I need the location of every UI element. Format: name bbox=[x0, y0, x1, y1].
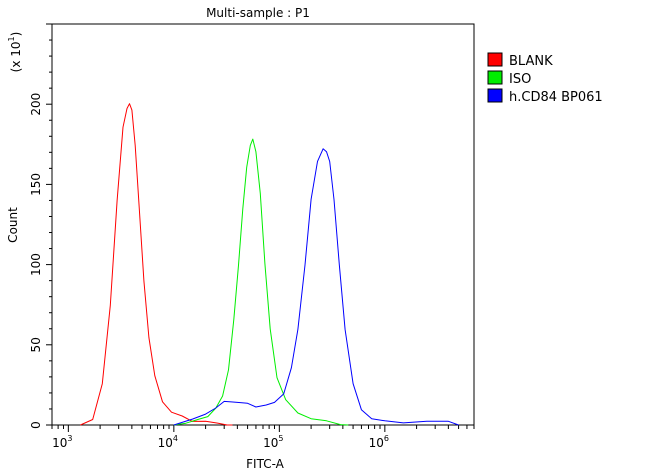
x-tick-label: 103 bbox=[52, 434, 72, 450]
x-tick-label: 104 bbox=[158, 434, 178, 450]
y-tick-label: 100 bbox=[29, 253, 43, 276]
x-axis-label: FITC-A bbox=[246, 457, 285, 471]
y-axis: 0 50 100 150 200 bbox=[29, 23, 52, 429]
legend-swatch bbox=[487, 70, 503, 85]
chart-title: Multi-sample : P1 bbox=[206, 6, 310, 20]
y-multiplier-base: x 10 bbox=[9, 41, 23, 67]
svg-text:(x 101): (x 101) bbox=[7, 32, 23, 73]
x-tick-label: 106 bbox=[369, 434, 389, 450]
x-tick-label: 105 bbox=[263, 434, 283, 450]
series-group bbox=[80, 103, 459, 426]
y-tick-label: 0 bbox=[29, 421, 43, 429]
legend: BLANK ISO h.CD84 BP061 bbox=[487, 52, 603, 105]
series-line-1 bbox=[80, 103, 233, 426]
y-axis-label: Count bbox=[6, 207, 20, 243]
y-tick-label: 150 bbox=[29, 173, 43, 196]
y-tick-label: 50 bbox=[29, 337, 43, 352]
legend-label: BLANK bbox=[509, 54, 553, 69]
x-axis: 103 104 105 106 bbox=[51, 425, 475, 450]
y-multiplier-exponent: 1 bbox=[7, 36, 16, 41]
y-axis-multiplier: (x 101) bbox=[7, 32, 23, 73]
legend-swatch bbox=[487, 88, 503, 103]
legend-label: ISO bbox=[509, 72, 531, 87]
series-line-2 bbox=[173, 138, 349, 426]
series-line-3 bbox=[173, 148, 459, 426]
legend-swatch bbox=[487, 52, 503, 67]
legend-label: h.CD84 BP061 bbox=[509, 90, 603, 105]
y-tick-label: 200 bbox=[29, 93, 43, 116]
